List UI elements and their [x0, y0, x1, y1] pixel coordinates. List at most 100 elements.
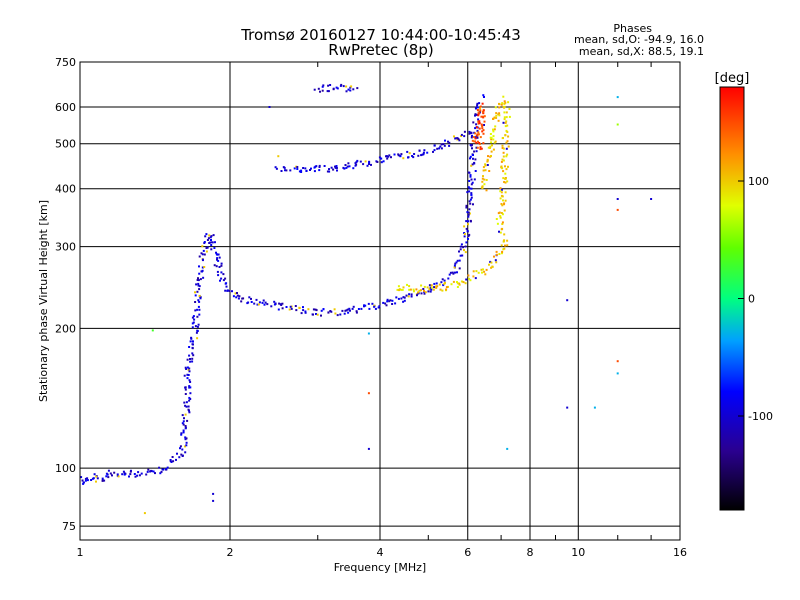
- data-point: [373, 304, 376, 307]
- data-point: [210, 239, 212, 241]
- data-point: [482, 169, 485, 172]
- data-point: [406, 283, 408, 286]
- data-point: [504, 177, 507, 180]
- data-point: [467, 215, 470, 218]
- data-point: [195, 283, 198, 286]
- data-point: [464, 245, 467, 248]
- data-point: [504, 172, 507, 175]
- data-point: [479, 107, 481, 110]
- data-point: [454, 271, 456, 274]
- data-point: [472, 203, 474, 206]
- data-point: [420, 154, 423, 157]
- data-point: [441, 289, 444, 292]
- data-point: [341, 309, 344, 312]
- data-point: [474, 127, 477, 130]
- data-point: [183, 417, 185, 420]
- data-point: [198, 272, 201, 275]
- data-point: [498, 211, 501, 214]
- data-point: [481, 125, 484, 128]
- data-point: [503, 247, 506, 250]
- data-point: [188, 411, 191, 414]
- data-point: [474, 113, 477, 116]
- data-point: [616, 208, 619, 211]
- data-point: [181, 422, 184, 425]
- data-point: [501, 213, 504, 216]
- data-point: [481, 130, 484, 133]
- data-point: [496, 222, 499, 225]
- data-point: [101, 477, 104, 480]
- data-point: [323, 165, 326, 167]
- data-point: [187, 374, 190, 376]
- data-point: [203, 266, 206, 268]
- data-point: [201, 258, 204, 261]
- data-point: [235, 296, 238, 299]
- data-point: [483, 124, 485, 126]
- data-point: [478, 122, 481, 124]
- data-point: [410, 295, 413, 298]
- data-point: [458, 282, 461, 285]
- data-point: [456, 281, 458, 283]
- data-point: [460, 243, 463, 246]
- data-point: [334, 165, 336, 168]
- data-point: [470, 164, 473, 167]
- data-point: [501, 250, 504, 253]
- data-point: [566, 299, 569, 302]
- data-point: [495, 218, 498, 220]
- data-point: [504, 121, 507, 124]
- data-point: [467, 213, 470, 216]
- data-point: [484, 163, 487, 166]
- data-point: [220, 262, 223, 265]
- data-point: [408, 152, 411, 155]
- data-point: [218, 256, 221, 259]
- data-point: [484, 273, 487, 276]
- data-point: [187, 405, 190, 408]
- data-point: [345, 309, 348, 312]
- data-point: [502, 170, 505, 173]
- data-point: [490, 141, 493, 144]
- x-tick-label: 2: [227, 546, 234, 559]
- data-point: [498, 114, 501, 117]
- data-point: [448, 144, 451, 147]
- data-point: [471, 134, 473, 137]
- data-point: [182, 431, 185, 434]
- data-point: [220, 264, 223, 267]
- data-point: [502, 155, 505, 158]
- data-point: [209, 236, 212, 239]
- data-point: [470, 193, 473, 196]
- data-point: [488, 170, 491, 172]
- data-point: [359, 160, 362, 163]
- data-point: [186, 419, 189, 422]
- data-point: [172, 460, 175, 463]
- data-point: [277, 155, 280, 158]
- data-point: [184, 436, 187, 439]
- data-point: [492, 138, 495, 141]
- data-point: [484, 169, 487, 172]
- data-point: [430, 286, 433, 289]
- data-point: [184, 366, 187, 369]
- data-point: [501, 102, 504, 105]
- data-point: [500, 194, 503, 197]
- data-point: [495, 117, 498, 119]
- x-tick-label: 10: [571, 546, 585, 559]
- axes: 1 2 4 6 8 10 16 75 100 200 300 400 500 600 750 Frequenc…: [37, 56, 687, 574]
- data-point: [481, 127, 484, 130]
- data-point: [506, 244, 509, 247]
- data-point: [454, 262, 457, 265]
- data-point: [236, 294, 239, 297]
- data-point: [328, 170, 331, 173]
- data-point: [462, 281, 465, 284]
- data-point: [197, 305, 200, 308]
- data-point: [500, 203, 503, 205]
- data-point: [493, 255, 495, 258]
- data-point: [296, 168, 299, 170]
- data-point: [435, 282, 438, 285]
- data-point: [466, 211, 469, 214]
- data-point: [482, 142, 485, 145]
- x-tick-label: 6: [464, 546, 471, 559]
- data-point: [349, 89, 352, 92]
- data-point: [218, 266, 221, 268]
- data-point: [499, 231, 502, 234]
- data-point: [393, 153, 396, 156]
- data-point: [412, 156, 415, 159]
- data-point: [197, 323, 200, 326]
